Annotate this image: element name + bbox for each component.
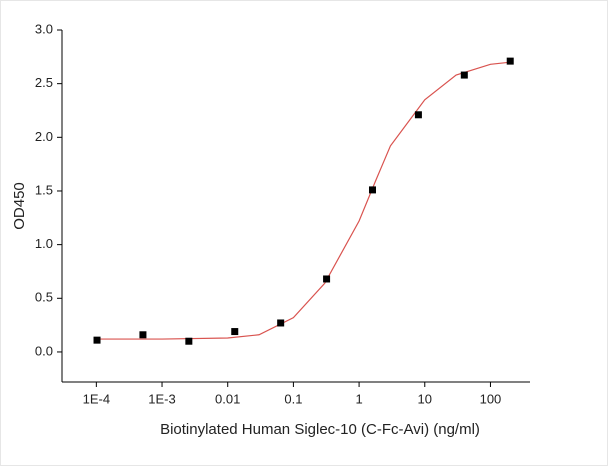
y-axis-label: OD450 (11, 182, 28, 230)
y-tick-label: 1.5 (35, 182, 53, 197)
y-tick-label: 0.0 (35, 343, 53, 358)
y-tick-label: 2.0 (35, 129, 53, 144)
x-tick-label: 100 (480, 391, 502, 406)
x-tick-label: 1E-3 (148, 391, 175, 406)
data-point (323, 275, 331, 283)
data-point (414, 111, 422, 119)
fit-curve (96, 61, 511, 340)
data-point (93, 336, 101, 344)
x-tick-label: 0.1 (284, 391, 302, 406)
x-axis-label: Biotinylated Human Siglec-10 (C-Fc-Avi) … (160, 421, 480, 438)
data-point (506, 57, 514, 65)
data-point (460, 71, 468, 79)
y-tick-label: 0.5 (35, 290, 53, 305)
data-point (185, 337, 193, 345)
x-tick-label: 10 (418, 391, 432, 406)
x-tick-label: 1 (355, 391, 362, 406)
data-point (368, 186, 376, 194)
data-point (231, 328, 239, 336)
x-tick-label: 1E-4 (83, 391, 110, 406)
data-point (277, 319, 285, 327)
data-point (139, 331, 147, 339)
x-tick-label: 0.01 (215, 391, 240, 406)
y-tick-label: 3.0 (35, 21, 53, 36)
y-tick-label: 2.5 (35, 75, 53, 90)
y-tick-label: 1.0 (35, 236, 53, 251)
